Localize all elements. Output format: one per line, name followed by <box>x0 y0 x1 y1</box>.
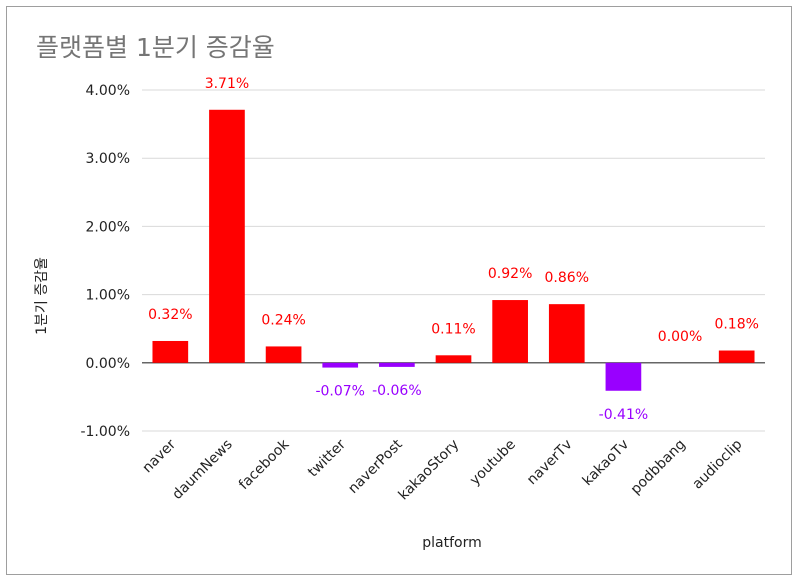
y-tick-label: 0.00% <box>86 356 130 372</box>
bar-facebook <box>265 346 302 363</box>
y-tick-label: 2.00% <box>86 219 130 235</box>
bar-kakaoStory <box>435 355 472 363</box>
data-label-facebook: 0.24% <box>261 312 305 328</box>
data-label-podbbang: 0.00% <box>658 329 702 345</box>
data-label-youtube: 0.92% <box>488 266 532 282</box>
bar-naverTv <box>548 304 585 363</box>
data-label-twitter: -0.07% <box>315 384 365 400</box>
bars <box>152 109 755 391</box>
bar-naver <box>152 340 189 363</box>
x-tick-label: podbbang <box>628 437 689 498</box>
y-axis-title: 1분기 증감율 <box>34 257 50 335</box>
x-tick-label: twitter <box>305 436 349 480</box>
x-tick-label: naverTv <box>524 437 576 489</box>
data-label-daumNews: 3.71% <box>205 76 249 92</box>
data-label-kakaoTv: -0.41% <box>599 407 649 423</box>
y-tick-label: -1.00% <box>80 424 130 440</box>
bar-daumNews <box>209 109 245 363</box>
x-tick-label: naver <box>139 436 179 476</box>
x-tick-label: youtube <box>467 437 519 489</box>
data-labels: 0.32% 3.71% 0.24% -0.07% -0.06% 0.11% 0.92% 0.8… <box>148 76 759 423</box>
y-axis-ticks: -1.00% 0.00% 1.00% 2.00% 3.00% 4.00% <box>80 83 130 440</box>
bar-audioclip <box>718 350 755 363</box>
y-tick-label: 4.00% <box>86 83 130 99</box>
data-label-kakaoStory: 0.11% <box>431 321 475 337</box>
chart-frame <box>6 6 792 575</box>
x-tick-label: kakaoTv <box>580 437 633 490</box>
y-tick-label: 3.00% <box>86 151 130 167</box>
y-tick-label: 1.00% <box>86 288 130 304</box>
bar-kakaoTv <box>605 362 642 391</box>
data-label-naverPost: -0.06% <box>372 383 422 399</box>
data-label-naver: 0.32% <box>148 307 192 323</box>
x-axis-title: platform <box>422 535 482 551</box>
bar-naverPost <box>379 362 415 367</box>
x-tick-label: audioclip <box>690 436 746 492</box>
chart-title: 플랫폼별 1분기 증감율 <box>36 33 275 62</box>
x-tick-label: naverPost <box>345 436 406 497</box>
data-label-naverTv: 0.86% <box>545 270 589 286</box>
x-tick-label: daumNews <box>169 437 235 503</box>
data-label-audioclip: 0.18% <box>714 317 758 333</box>
bar-youtube <box>492 300 528 363</box>
x-tick-label: kakaoStory <box>396 437 463 504</box>
bar-twitter <box>322 362 359 368</box>
x-tick-label: facebook <box>236 436 293 493</box>
